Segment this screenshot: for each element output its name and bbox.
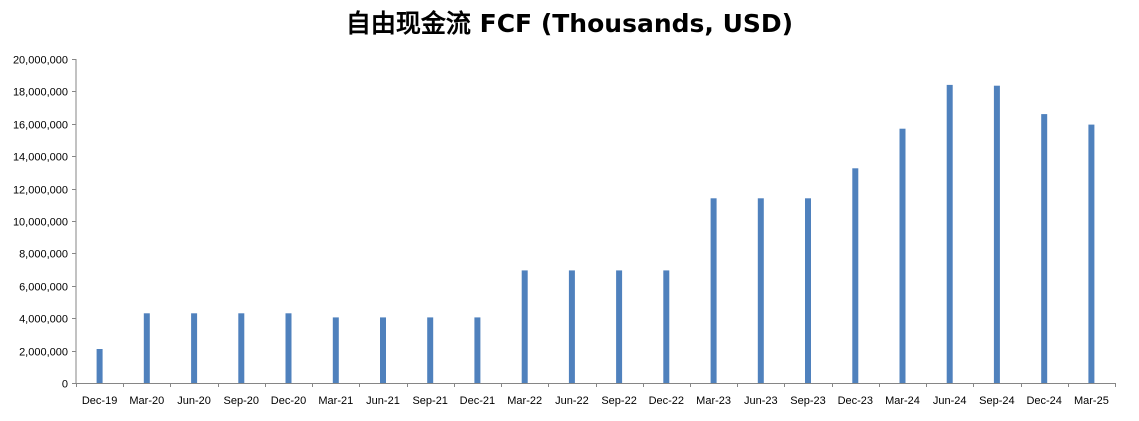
bar [143, 313, 150, 383]
y-tick-label: 16,000,000 [13, 120, 68, 132]
bar [96, 349, 103, 383]
x-tick-label: Mar-22 [507, 395, 542, 407]
bar [332, 317, 339, 383]
x-tick-label: Sep-22 [601, 395, 636, 407]
x-tick-label: Mar-25 [1074, 395, 1109, 407]
x-tick-label: Mar-24 [885, 395, 920, 407]
bar [946, 84, 953, 384]
y-tick-label: 10,000,000 [13, 217, 68, 229]
x-tick-label: Jun-23 [744, 395, 778, 407]
x-tick-label: Mar-21 [318, 395, 353, 407]
bar [380, 317, 386, 383]
y-tick-label: 6,000,000 [19, 282, 68, 294]
y-tick-label: 12,000,000 [13, 185, 68, 197]
chart-title: 自由现金流 FCF (Thousands, USD) [345, 9, 794, 38]
x-tick-label: Mar-20 [129, 395, 164, 407]
y-tick-label: 18,000,000 [13, 87, 68, 99]
x-tick-label: Mar-23 [696, 395, 731, 407]
x-tick-label: Sep-24 [979, 395, 1014, 407]
bar [663, 270, 670, 383]
bar [805, 198, 811, 383]
bar [616, 270, 623, 383]
x-tick-label: Dec-21 [460, 395, 495, 407]
bars [96, 84, 1095, 384]
bar [474, 317, 481, 383]
x-tick-label: Dec-22 [649, 395, 684, 407]
x-tick-label: Sep-21 [412, 395, 447, 407]
x-tick-label: Dec-19 [82, 395, 117, 407]
bar [852, 168, 859, 383]
bar [285, 313, 292, 383]
y-tick-label: 14,000,000 [13, 152, 68, 164]
bar [191, 313, 198, 383]
y-axis: 0 2,000,000 4,000,000 6,000,000 8,000,000 10,… [13, 55, 77, 391]
x-tick-label: Jun-20 [177, 395, 211, 407]
y-tick-label: 0 [62, 379, 68, 391]
bar [757, 198, 764, 383]
x-tick-label: Dec-20 [271, 395, 306, 407]
x-tick-label: Jun-22 [555, 395, 589, 407]
y-tick-label: 4,000,000 [19, 314, 68, 326]
bar [899, 128, 906, 383]
x-tick-label: Dec-23 [838, 395, 873, 407]
bar [568, 270, 575, 383]
x-tick-label: Sep-23 [790, 395, 825, 407]
bar [1041, 114, 1048, 383]
bar [238, 313, 245, 383]
y-tick-label: 8,000,000 [19, 249, 68, 261]
bar [521, 270, 528, 383]
bar [710, 198, 717, 383]
x-axis: Dec-19 Mar-20 Jun-20 Sep-20 Dec-20 Mar-21 Jun-… [76, 383, 1116, 407]
bar [1088, 124, 1095, 383]
x-tick-label: Dec-24 [1026, 395, 1061, 407]
y-tick-label: 20,000,000 [13, 55, 68, 67]
bar [427, 317, 434, 383]
x-tick-label: Jun-24 [933, 395, 967, 407]
x-tick-label: Sep-20 [224, 395, 259, 407]
y-tick-label: 2,000,000 [19, 347, 68, 359]
x-tick-label: Jun-21 [366, 395, 400, 407]
bar [993, 85, 1000, 383]
